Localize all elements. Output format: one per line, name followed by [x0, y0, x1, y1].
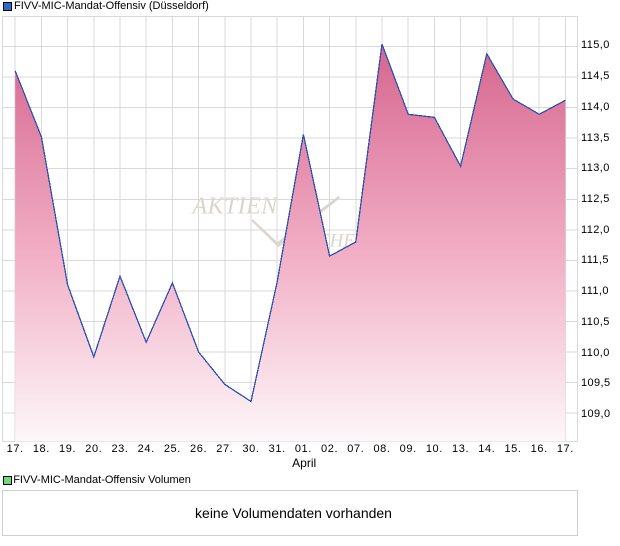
svg-text:AKTIEN: AKTIEN: [191, 194, 280, 220]
